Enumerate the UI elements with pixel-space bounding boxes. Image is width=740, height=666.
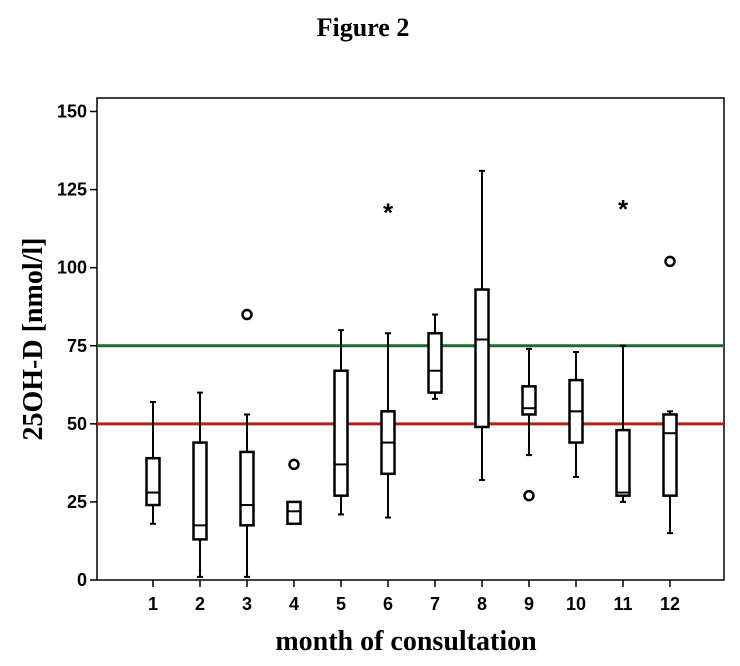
outlier-point bbox=[664, 255, 676, 268]
outlier-point bbox=[288, 458, 300, 471]
x-axis-label: month of consultation bbox=[275, 626, 537, 657]
extreme-point: * bbox=[618, 194, 629, 224]
box-month-7 bbox=[427, 313, 443, 400]
y-tick-label: 0 bbox=[77, 570, 87, 590]
iqr-box bbox=[286, 500, 302, 526]
iqr-box bbox=[427, 332, 443, 394]
box-month-11: * bbox=[615, 194, 631, 503]
iqr-box bbox=[145, 456, 161, 507]
y-tick-label: 100 bbox=[57, 258, 87, 278]
box-month-12 bbox=[662, 255, 678, 535]
box-month-4 bbox=[286, 458, 302, 526]
y-tick-label: 50 bbox=[67, 414, 87, 434]
y-axis-label: 25OH-D [nmol/l] bbox=[18, 238, 49, 441]
box-month-2 bbox=[192, 391, 208, 578]
y-tick-label: 75 bbox=[67, 336, 87, 356]
boxplot-series: * * bbox=[145, 169, 678, 578]
iqr-box bbox=[521, 385, 537, 416]
iqr-box bbox=[474, 288, 490, 429]
y-axis: 0 25 50 75 100 125 150 bbox=[57, 102, 97, 590]
box-month-5 bbox=[333, 329, 349, 516]
x-tick-label: 8 bbox=[477, 594, 487, 614]
x-tick-label: 6 bbox=[383, 594, 393, 614]
x-tick-label: 2 bbox=[195, 594, 205, 614]
x-tick-label: 7 bbox=[430, 594, 440, 614]
x-tick-label: 9 bbox=[524, 594, 534, 614]
x-tick-label: 11 bbox=[613, 594, 632, 614]
iqr-box bbox=[239, 450, 255, 527]
y-tick-label: 25 bbox=[67, 492, 87, 512]
box-month-9 bbox=[521, 347, 537, 502]
reference-lines bbox=[97, 344, 724, 426]
iqr-box bbox=[192, 441, 208, 541]
x-axis: 1 2 3 4 5 6 7 8 9 10 11 12 bbox=[148, 580, 680, 614]
x-tick-label: 10 bbox=[566, 594, 586, 614]
outlier-point bbox=[523, 489, 535, 502]
box-month-10 bbox=[568, 350, 584, 478]
plot-area-frame bbox=[96, 97, 725, 581]
x-tick-label: 12 bbox=[660, 594, 680, 614]
iqr-box bbox=[333, 369, 349, 497]
extreme-point: * bbox=[383, 197, 394, 227]
y-tick-label: 125 bbox=[57, 180, 87, 200]
x-tick-label: 4 bbox=[289, 594, 299, 614]
x-tick-label: 3 bbox=[242, 594, 252, 614]
x-tick-label: 5 bbox=[336, 594, 346, 614]
box-month-1 bbox=[145, 400, 161, 525]
iqr-box bbox=[615, 428, 631, 497]
box-month-6: * bbox=[380, 197, 396, 519]
iqr-box bbox=[662, 413, 678, 497]
outlier-point bbox=[241, 308, 253, 321]
box-month-3 bbox=[239, 308, 255, 578]
y-tick-label: 150 bbox=[57, 102, 87, 122]
chart-title: Figure 2 bbox=[317, 13, 410, 42]
x-tick-label: 1 bbox=[148, 594, 158, 614]
box-month-8 bbox=[474, 169, 490, 482]
